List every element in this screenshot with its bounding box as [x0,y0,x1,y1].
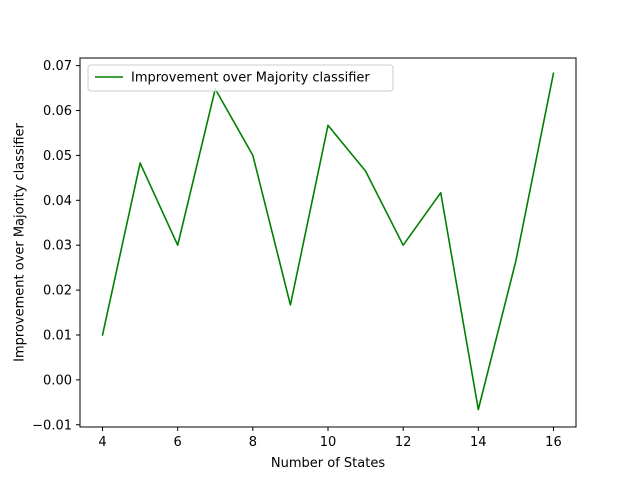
x-tick-label: 14 [470,435,487,450]
y-tick-label: 0.04 [43,194,72,209]
x-tick-label: 6 [174,435,182,450]
x-tick-label: 12 [395,435,412,450]
y-tick-label: 0.07 [43,59,72,74]
y-tick-label: 0.03 [43,239,72,254]
y-tick-label: 0.05 [43,149,72,164]
y-axis-label: Improvement over Majority classifier [13,122,28,361]
x-tick-label: 4 [98,435,106,450]
y-tick-label: 0.00 [43,373,72,388]
y-tick-label: 0.01 [43,328,72,343]
x-tick-label: 10 [320,435,337,450]
y-tick-label: −0.01 [32,418,72,433]
x-tick-label: 16 [545,435,562,450]
x-tick-label: 8 [249,435,257,450]
legend-label: Improvement over Majority classifier [131,71,370,86]
y-tick-label: 0.02 [43,284,72,299]
legend: Improvement over Majority classifier [88,65,393,91]
x-axis-label: Number of States [271,456,385,471]
y-tick-label: 0.06 [43,104,72,119]
